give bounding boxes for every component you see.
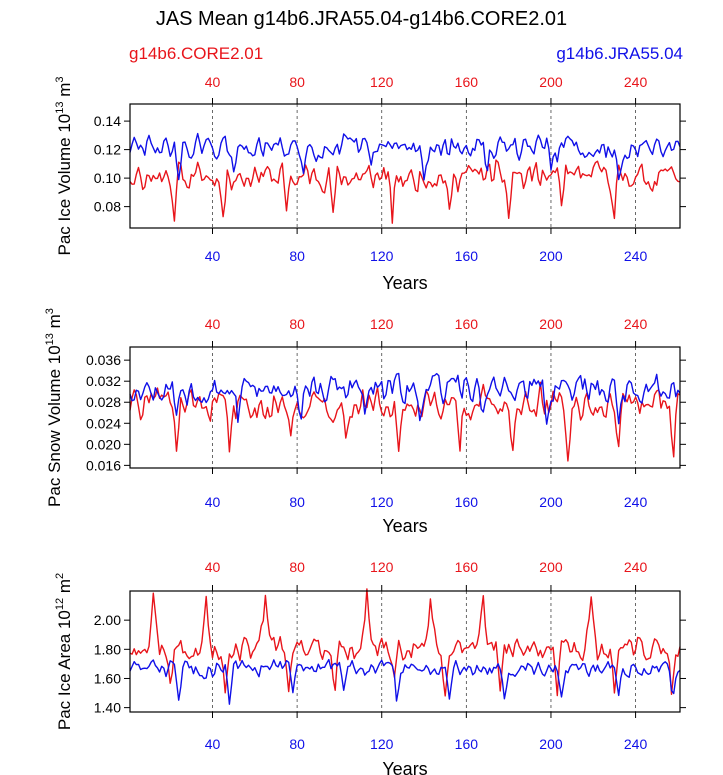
x-tick-label-top: 240	[624, 316, 648, 332]
x-tick-label-bottom: 120	[370, 494, 394, 510]
y-tick-label: 1.80	[94, 641, 121, 657]
x-tick-label-bottom: 160	[455, 736, 479, 752]
y-tick-label: 0.10	[94, 170, 121, 186]
y-tick-label: 1.40	[94, 700, 121, 716]
y-tick-label: 0.028	[86, 394, 121, 410]
y-tick-label: 0.032	[86, 373, 121, 389]
x-tick-label-top: 120	[370, 559, 394, 575]
y-axis-label: Pac Ice Volume 1013 m3	[54, 76, 74, 255]
x-axis-label: Years	[382, 273, 427, 293]
x-tick-label-bottom: 200	[539, 494, 563, 510]
series-line-red	[129, 588, 681, 697]
series-line-blue	[129, 658, 681, 705]
y-tick-label: 0.14	[94, 113, 121, 129]
y-tick-label: 0.020	[86, 436, 121, 452]
x-tick-label-top: 160	[455, 559, 479, 575]
legend-jra: g14b6.JRA55.04	[556, 44, 683, 63]
plot-frame	[129, 103, 681, 229]
x-tick-label-top: 80	[289, 559, 305, 575]
x-tick-label-top: 120	[370, 316, 394, 332]
series-line-red	[129, 381, 681, 462]
x-tick-label-top: 80	[289, 316, 305, 332]
plot-frame	[129, 346, 681, 469]
x-tick-label-top: 200	[539, 316, 563, 332]
legend-core: g14b6.CORE2.01	[129, 44, 264, 63]
x-tick-label-bottom: 40	[205, 736, 221, 752]
chart-title: JAS Mean g14b6.JRA55.04-g14b6.CORE2.01	[155, 8, 568, 30]
x-axis-label: Years	[382, 516, 427, 536]
x-tick-label-bottom: 40	[205, 248, 221, 264]
y-axis-label: Pac Snow Volume 1013 m3	[44, 308, 64, 507]
y-tick-label: 0.12	[94, 142, 121, 158]
y-tick-label: 0.036	[86, 352, 121, 368]
x-tick-label-top: 120	[370, 74, 394, 90]
x-tick-label-top: 80	[289, 74, 305, 90]
x-tick-label-bottom: 160	[455, 494, 479, 510]
x-tick-label-top: 40	[205, 316, 221, 332]
series-line-blue	[129, 132, 681, 181]
x-tick-label-top: 240	[624, 74, 648, 90]
x-tick-label-top: 240	[624, 559, 648, 575]
y-axis-label: Pac Ice Area 1012 m2	[54, 573, 74, 730]
y-tick-label: 0.08	[94, 199, 121, 215]
y-tick-label: 0.024	[86, 415, 121, 431]
x-tick-label-bottom: 160	[455, 248, 479, 264]
x-tick-label-bottom: 40	[205, 494, 221, 510]
x-tick-label-bottom: 240	[624, 736, 648, 752]
x-tick-label-top: 160	[455, 74, 479, 90]
y-tick-label: 2.00	[94, 612, 121, 628]
y-tick-label: 1.60	[94, 670, 121, 686]
x-tick-label-top: 200	[539, 559, 563, 575]
x-axis-label: Years	[382, 759, 427, 775]
x-tick-label-bottom: 120	[370, 736, 394, 752]
x-tick-label-bottom: 240	[624, 494, 648, 510]
plot-frame	[129, 590, 681, 713]
x-tick-label-bottom: 80	[289, 736, 305, 752]
x-tick-label-top: 40	[205, 559, 221, 575]
x-tick-label-bottom: 200	[539, 736, 563, 752]
x-tick-label-top: 160	[455, 316, 479, 332]
series-line-blue	[129, 372, 681, 425]
x-tick-label-top: 200	[539, 74, 563, 90]
x-tick-label-bottom: 80	[289, 494, 305, 510]
y-tick-label: 0.016	[86, 457, 121, 473]
x-tick-label-bottom: 120	[370, 248, 394, 264]
series-line-red	[129, 159, 681, 224]
x-tick-label-bottom: 80	[289, 248, 305, 264]
x-tick-label-top: 40	[205, 74, 221, 90]
x-tick-label-bottom: 240	[624, 248, 648, 264]
x-tick-label-bottom: 200	[539, 248, 563, 264]
